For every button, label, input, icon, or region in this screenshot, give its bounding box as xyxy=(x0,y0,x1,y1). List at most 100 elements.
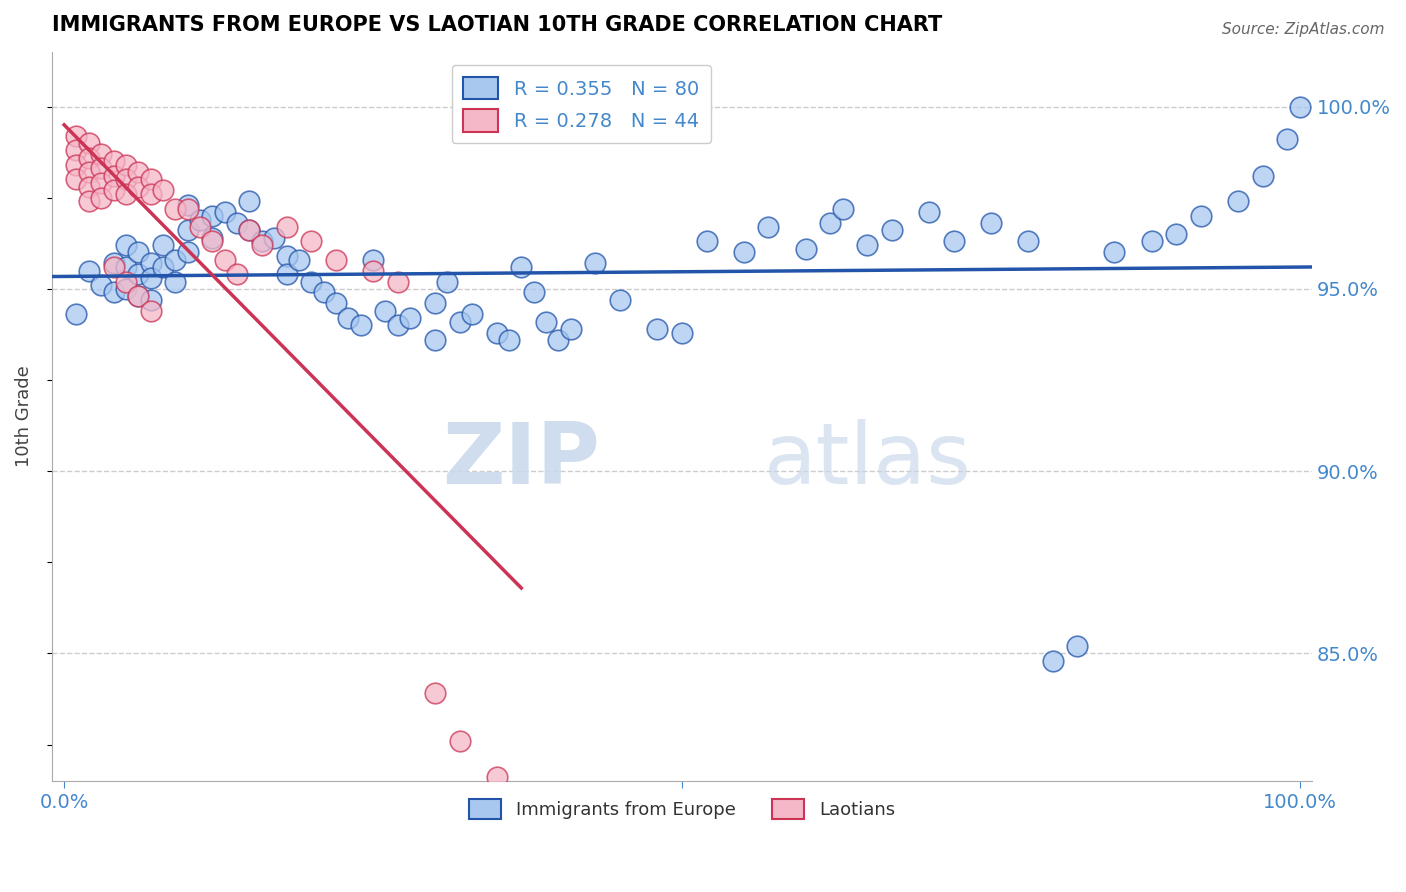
Point xyxy=(794,242,817,256)
Point xyxy=(534,315,557,329)
Text: ZIP: ZIP xyxy=(443,418,600,501)
Point xyxy=(226,216,249,230)
Point xyxy=(547,333,569,347)
Point xyxy=(103,169,125,183)
Point xyxy=(1189,209,1212,223)
Point xyxy=(77,136,100,150)
Point xyxy=(176,198,198,212)
Point xyxy=(276,219,298,234)
Point xyxy=(238,223,260,237)
Point xyxy=(374,303,396,318)
Point xyxy=(361,252,384,267)
Point xyxy=(103,154,125,169)
Point xyxy=(201,209,224,223)
Point xyxy=(115,187,138,202)
Point xyxy=(90,161,112,176)
Point xyxy=(449,734,471,748)
Point xyxy=(361,263,384,277)
Point xyxy=(90,191,112,205)
Point xyxy=(139,256,162,270)
Point xyxy=(276,249,298,263)
Point xyxy=(1104,245,1126,260)
Point xyxy=(350,318,373,333)
Point xyxy=(733,245,755,260)
Point xyxy=(115,172,138,186)
Point xyxy=(299,275,322,289)
Point xyxy=(1140,235,1163,249)
Point xyxy=(127,289,149,303)
Point xyxy=(1251,169,1274,183)
Point xyxy=(127,245,149,260)
Point xyxy=(980,216,1002,230)
Point xyxy=(880,223,903,237)
Point xyxy=(510,260,533,274)
Point xyxy=(226,267,249,281)
Point xyxy=(214,252,236,267)
Point xyxy=(1277,132,1299,146)
Point xyxy=(1227,194,1250,209)
Point xyxy=(671,326,693,340)
Point xyxy=(90,147,112,161)
Point xyxy=(65,128,87,143)
Text: Source: ZipAtlas.com: Source: ZipAtlas.com xyxy=(1222,22,1385,37)
Point xyxy=(485,770,508,784)
Point xyxy=(238,194,260,209)
Point xyxy=(115,158,138,172)
Point xyxy=(696,235,718,249)
Point xyxy=(65,143,87,157)
Point xyxy=(263,231,285,245)
Point xyxy=(560,322,582,336)
Legend: Immigrants from Europe, Laotians: Immigrants from Europe, Laotians xyxy=(461,791,903,827)
Point xyxy=(152,183,174,197)
Point xyxy=(127,289,149,303)
Point xyxy=(65,172,87,186)
Point xyxy=(645,322,668,336)
Point xyxy=(176,202,198,216)
Point xyxy=(312,285,335,300)
Point xyxy=(1017,235,1039,249)
Point xyxy=(165,202,187,216)
Point xyxy=(1166,227,1188,241)
Point xyxy=(115,275,138,289)
Point xyxy=(1042,654,1064,668)
Point xyxy=(139,293,162,307)
Point xyxy=(176,223,198,237)
Point xyxy=(498,333,520,347)
Point xyxy=(152,238,174,252)
Point xyxy=(238,223,260,237)
Point xyxy=(139,303,162,318)
Point xyxy=(77,194,100,209)
Point xyxy=(288,252,311,267)
Point xyxy=(337,310,360,325)
Point xyxy=(387,275,409,289)
Point xyxy=(77,165,100,179)
Point xyxy=(103,285,125,300)
Point xyxy=(165,252,187,267)
Point xyxy=(423,686,446,700)
Point xyxy=(485,326,508,340)
Point xyxy=(77,263,100,277)
Point xyxy=(65,307,87,321)
Point xyxy=(65,158,87,172)
Point xyxy=(127,267,149,281)
Point xyxy=(461,307,484,321)
Point xyxy=(585,256,607,270)
Point xyxy=(436,275,458,289)
Point xyxy=(201,235,224,249)
Point xyxy=(115,238,138,252)
Point xyxy=(250,238,273,252)
Point xyxy=(831,202,853,216)
Point xyxy=(115,282,138,296)
Point xyxy=(103,260,125,274)
Point xyxy=(387,318,409,333)
Point xyxy=(188,212,211,227)
Point xyxy=(1066,639,1088,653)
Point xyxy=(201,231,224,245)
Y-axis label: 10th Grade: 10th Grade xyxy=(15,366,32,467)
Point xyxy=(449,315,471,329)
Point xyxy=(139,271,162,285)
Point xyxy=(299,235,322,249)
Point xyxy=(276,267,298,281)
Point xyxy=(856,238,879,252)
Text: IMMIGRANTS FROM EUROPE VS LAOTIAN 10TH GRADE CORRELATION CHART: IMMIGRANTS FROM EUROPE VS LAOTIAN 10TH G… xyxy=(52,15,942,35)
